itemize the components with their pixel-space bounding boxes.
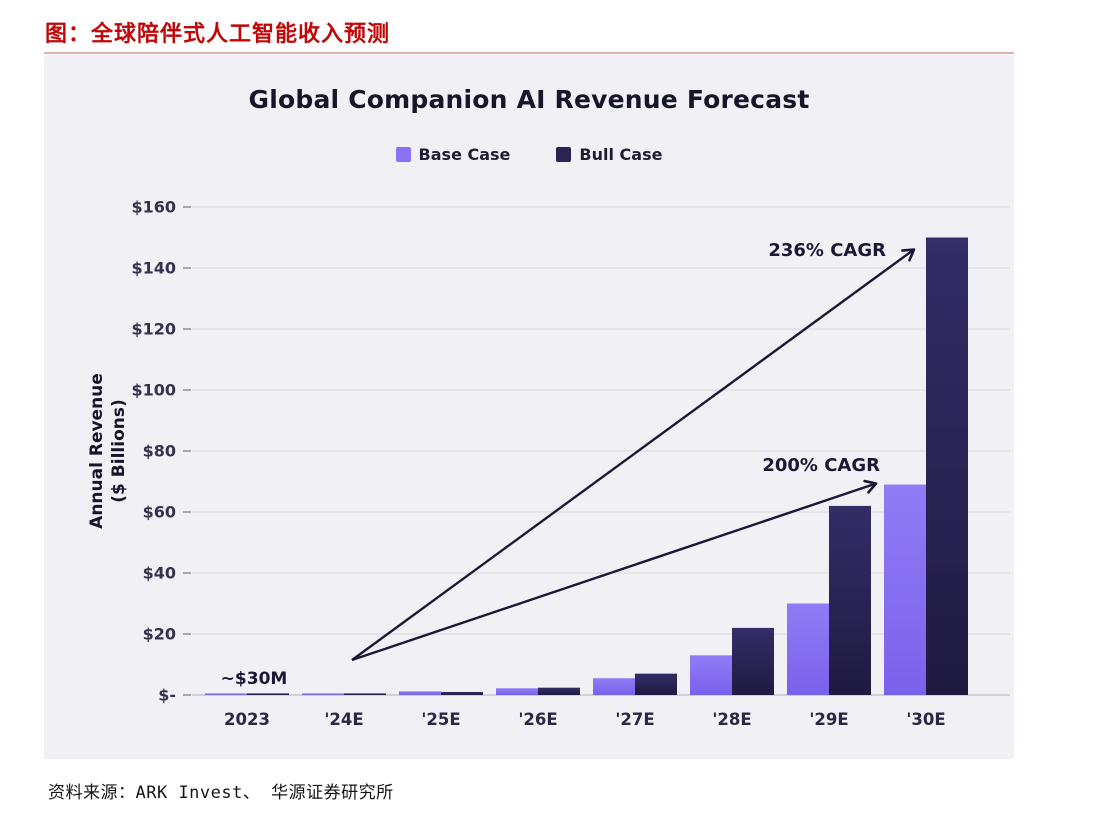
y-tick-label: $20 <box>143 625 176 644</box>
bar-base-case-30E <box>884 484 926 695</box>
bar-bull-case-29E <box>829 505 871 695</box>
x-tick-label: '27E <box>615 710 654 729</box>
x-tick-label: 2023 <box>224 710 270 729</box>
annotation-start-value: ~$30M <box>221 669 288 689</box>
bar-base-case-29E <box>787 603 829 695</box>
bar-base-case-27E <box>593 678 635 695</box>
y-tick-label: $- <box>158 686 176 705</box>
chart-legend: Base Case Bull Case <box>44 145 1014 164</box>
y-tick-label: $60 <box>143 503 176 522</box>
x-tick-label: '24E <box>324 710 363 729</box>
legend-swatch-base-case-icon <box>395 147 411 162</box>
bar-bull-case-26E <box>538 687 580 695</box>
y-tick-label: $80 <box>143 442 176 461</box>
annotation-bull-cagr: 236% CAGR <box>768 240 886 261</box>
legend-item-bull-case: Bull Case <box>556 145 662 164</box>
figure-title: 图：全球陪伴式人工智能收入预测 <box>45 21 391 46</box>
y-tick-label: $120 <box>131 320 176 339</box>
x-tick-label: '25E <box>421 710 460 729</box>
source-note: 资料来源：ARK Invest、 华源证券研究所 <box>48 783 394 803</box>
legend-item-base-case: Base Case <box>395 145 511 164</box>
legend-swatch-bull-case-icon <box>556 147 572 162</box>
bar-base-case-25E <box>399 691 441 695</box>
y-tick-label: $40 <box>143 564 176 583</box>
bar-base-case-24E <box>302 693 344 695</box>
bar-base-case-2023 <box>205 693 247 695</box>
bar-bull-case-27E <box>635 673 677 695</box>
cagr-arrow-bull <box>351 248 916 661</box>
bar-bull-case-2023 <box>247 693 289 695</box>
bar-bull-case-28E <box>732 627 774 695</box>
y-tick-label: $140 <box>131 259 176 278</box>
x-tick-label: '26E <box>518 710 557 729</box>
x-tick-label: '30E <box>906 710 945 729</box>
legend-label-bull-case: Bull Case <box>579 145 663 164</box>
y-tick-label: $160 <box>131 198 176 217</box>
chart-title: Global Companion AI Revenue Forecast <box>248 85 810 114</box>
cagr-arrow-base <box>351 479 878 662</box>
bar-bull-case-25E <box>441 691 483 695</box>
bar-base-case-28E <box>690 655 732 695</box>
bar-bull-case-30E <box>926 237 968 695</box>
legend-label-base-case: Base Case <box>418 145 511 164</box>
chart-panel: Global Companion AI Revenue Forecast Bas… <box>44 55 1014 759</box>
x-tick-label: '28E <box>712 710 751 729</box>
y-axis-title: Annual Revenue ($ Billions) <box>87 373 129 529</box>
x-tick-label: '29E <box>809 710 848 729</box>
bar-chart-plot: $- $20 $40 $60 $80 $100 $120 $140 $160 2023 '24E '2… <box>87 198 1010 729</box>
annotation-base-cagr: 200% CAGR <box>762 455 880 476</box>
bar-bull-case-24E <box>344 693 386 695</box>
bar-base-case-26E <box>496 688 538 695</box>
title-rule-divider <box>44 52 1014 54</box>
y-tick-label: $100 <box>131 381 176 400</box>
